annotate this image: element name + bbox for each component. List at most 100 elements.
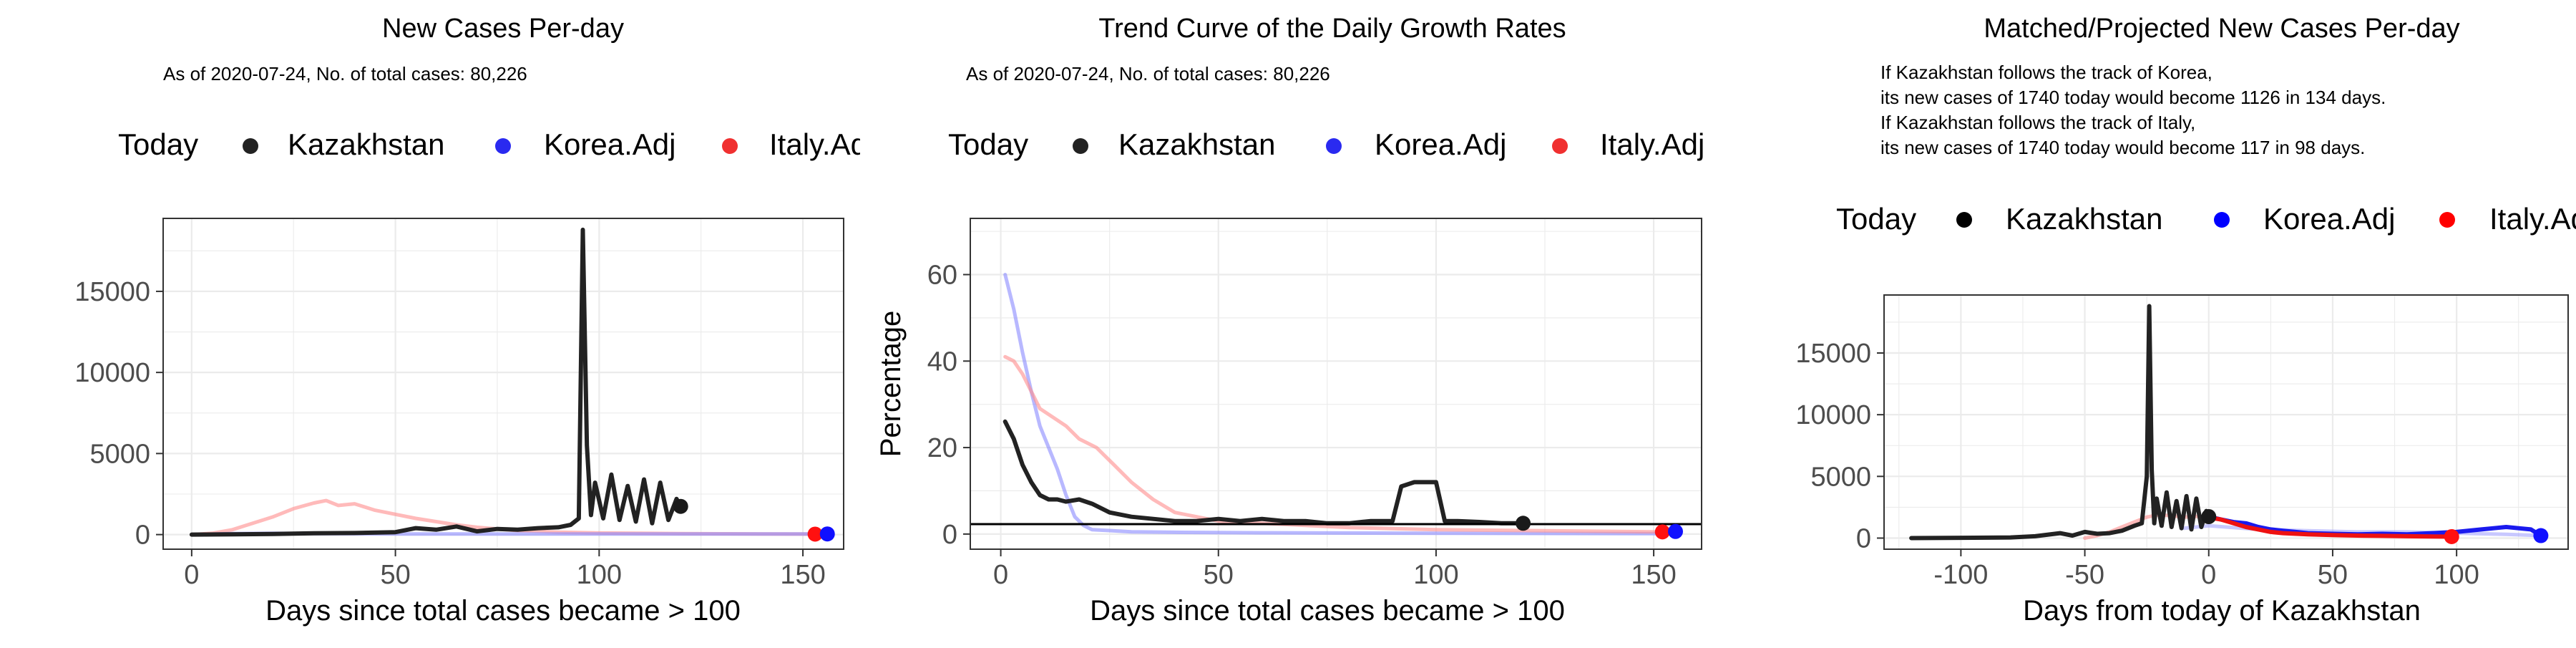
today-point-korea-adj xyxy=(1668,523,1683,539)
series-line-italy-adj xyxy=(2201,514,2454,539)
today-point-kazakhstan xyxy=(673,498,688,514)
legend: Today Kazakhstan Korea.Adj Italy.Adj xyxy=(948,127,1704,161)
axis-ticks: -100 -50 0 50 100 0 5000 10000 15000 xyxy=(1795,339,2479,590)
chart-subtitle-line-1: If Kazakhstan follows the track of Korea… xyxy=(1880,62,2212,83)
legend-key-kazakhstan xyxy=(243,138,258,154)
y-tick-label: 0 xyxy=(135,521,150,551)
axis-ticks: 0 50 100 150 0 20 40 60 xyxy=(927,261,1677,590)
legend-title: Today xyxy=(948,127,1028,161)
legend-label-korea: Korea.Adj xyxy=(2263,202,2395,236)
panel-projected-cases: Matched/Projected New Cases Per-day If K… xyxy=(1795,14,2576,627)
x-axis-label: Days since total cases became > 100 xyxy=(1090,595,1565,627)
panel-new-cases: New Cases Per-day As of 2020-07-24, No. … xyxy=(74,14,874,627)
x-tick-label: 100 xyxy=(2434,560,2479,590)
x-tick-label: 50 xyxy=(1204,560,1234,590)
legend-key-italy xyxy=(722,138,738,154)
series-line-italy-adj xyxy=(1003,354,1664,534)
y-tick-label: 15000 xyxy=(74,277,150,307)
y-tick-label: 0 xyxy=(942,520,957,550)
legend: Today Kazakhstan Korea.Adj Italy.Adj xyxy=(118,127,874,161)
chart-subtitle: As of 2020-07-24, No. of total cases: 80… xyxy=(163,63,527,84)
y-tick-label: 60 xyxy=(927,261,957,291)
axes: -100 -50 0 50 100 0 5000 10000 15000 xyxy=(1795,294,2569,590)
legend-label-korea: Korea.Adj xyxy=(1375,127,1506,161)
y-tick-label: 15000 xyxy=(1795,339,1871,369)
x-axis-label: Days since total cases became > 100 xyxy=(265,595,741,627)
today-points xyxy=(673,498,835,542)
legend-label-kazakhstan: Kazakhstan xyxy=(1118,127,1275,161)
legend-key-korea xyxy=(2214,212,2230,228)
y-tick-label: 5000 xyxy=(1810,462,1871,492)
x-tick-label: 50 xyxy=(380,560,410,590)
x-tick-label: 0 xyxy=(184,560,199,590)
legend-key-korea xyxy=(1326,138,1342,154)
today-point-kazakhstan xyxy=(1516,516,1531,531)
x-tick-label: -100 xyxy=(1933,560,1988,590)
panel-growth-rates: Trend Curve of the Daily Growth Rates As… xyxy=(875,14,1704,627)
legend-key-italy xyxy=(2439,212,2455,228)
legend-label-italy: Italy.Adj xyxy=(2489,202,2576,236)
grid xyxy=(163,218,844,549)
x-tick-label: 0 xyxy=(2201,560,2216,590)
today-point-italy-adj xyxy=(807,526,823,542)
today-points xyxy=(1516,516,1683,540)
legend-key-italy xyxy=(1552,138,1568,154)
x-tick-label: 50 xyxy=(2318,560,2348,590)
chart-subtitle: As of 2020-07-24, No. of total cases: 80… xyxy=(966,63,1330,84)
legend-title: Today xyxy=(1836,202,1916,236)
legend-key-kazakhstan xyxy=(1956,212,1972,228)
chart-title: Trend Curve of the Daily Growth Rates xyxy=(1098,14,1566,44)
legend-label-kazakhstan: Kazakhstan xyxy=(288,127,444,161)
legend-label-italy: Italy.Adj xyxy=(769,127,874,161)
y-tick-label: 0 xyxy=(1856,523,1871,553)
series-line-kazakhstan xyxy=(1002,419,1526,526)
legend-label-kazakhstan: Kazakhstan xyxy=(2006,202,2162,236)
plot-area xyxy=(1884,295,2568,549)
series-line-kazakhstan xyxy=(189,227,683,537)
x-tick-label: 100 xyxy=(1413,560,1458,590)
today-points xyxy=(2201,509,2549,544)
x-tick-label: -50 xyxy=(2065,560,2104,590)
y-tick-label: 10000 xyxy=(1795,400,1871,430)
legend-title: Today xyxy=(118,127,198,161)
x-tick-label: 100 xyxy=(577,560,622,590)
chart-title: Matched/Projected New Cases Per-day xyxy=(1984,14,2459,44)
y-tick-label: 10000 xyxy=(74,358,150,388)
legend-label-korea: Korea.Adj xyxy=(544,127,675,161)
chart-subtitle-line-3: If Kazakhstan follows the track of Italy… xyxy=(1880,112,2195,133)
y-axis-label: Percentage xyxy=(875,311,907,458)
plot-frame xyxy=(1883,294,2569,550)
today-point-italy-adj xyxy=(2444,528,2459,544)
legend-key-kazakhstan xyxy=(1073,138,1088,154)
legend: Today Kazakhstan Korea.Adj Italy.Adj xyxy=(1836,202,2576,236)
chart-subtitle-line-4: its new cases of 1740 today would become… xyxy=(1880,137,2365,158)
x-tick-label: 150 xyxy=(780,560,825,590)
y-tick-label: 20 xyxy=(927,433,957,463)
chart-title: New Cases Per-day xyxy=(382,14,624,44)
axes: 0 50 100 150 0 20 40 60 xyxy=(927,218,1702,590)
axes: 0 50 100 150 0 5000 10000 15000 xyxy=(74,218,844,590)
chart-subtitle-line-2: its new cases of 1740 today would become… xyxy=(1880,87,2386,108)
plot-area xyxy=(163,218,844,549)
today-point-korea-adj xyxy=(2533,528,2549,543)
today-point-korea-adj xyxy=(819,526,835,542)
plot-frame xyxy=(162,218,844,550)
x-tick-label: 0 xyxy=(993,560,1008,590)
y-tick-label: 40 xyxy=(927,347,957,377)
x-tick-label: 150 xyxy=(1631,560,1676,590)
axis-ticks: 0 50 100 150 0 5000 10000 15000 xyxy=(74,277,825,590)
y-tick-label: 5000 xyxy=(89,439,150,469)
x-axis-label: Days from today of Kazakhstan xyxy=(2023,595,2421,627)
series-layer xyxy=(1002,273,1682,536)
today-point-italy-adj xyxy=(1654,524,1670,540)
plot-area xyxy=(970,218,1702,549)
series-layer xyxy=(189,227,829,537)
plot-frame xyxy=(970,218,1702,550)
legend-label-italy: Italy.Adj xyxy=(1600,127,1704,161)
legend-key-korea xyxy=(495,138,511,154)
series-line-kazakhstan xyxy=(1909,304,2211,541)
today-point-kazakhstan xyxy=(2201,509,2217,525)
series-layer xyxy=(1909,304,2543,541)
